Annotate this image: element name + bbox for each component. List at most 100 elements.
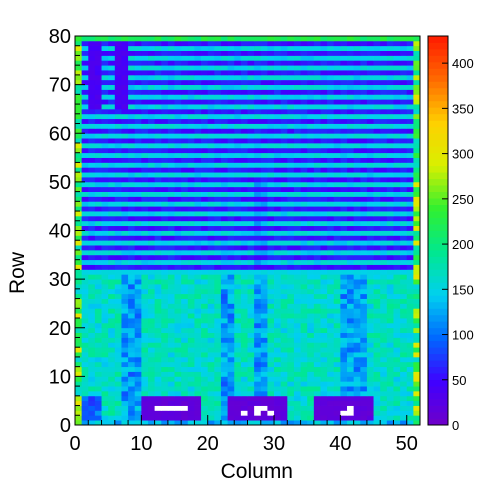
heatmap-cell: [274, 177, 282, 183]
heatmap-cell: [393, 390, 401, 397]
heatmap-cell: [161, 99, 169, 105]
heatmap-cell: [247, 196, 255, 202]
heatmap-cell: [114, 84, 122, 90]
heatmap-cell: [194, 108, 202, 115]
heatmap-cell: [187, 269, 195, 275]
heatmap-cell: [347, 274, 355, 280]
heatmap-cell: [174, 235, 182, 241]
heatmap-cell: [167, 191, 175, 197]
heatmap-cell: [320, 264, 328, 270]
heatmap-cell: [267, 201, 275, 207]
heatmap-cell: [267, 45, 275, 51]
heatmap-cell: [174, 240, 182, 246]
heatmap-cell: [187, 196, 195, 202]
heatmap-cell: [234, 74, 242, 81]
heatmap-cell: [300, 337, 308, 343]
heatmap-cell: [247, 147, 255, 154]
heatmap-cell: [267, 342, 275, 348]
heatmap-cell: [187, 79, 195, 86]
heatmap-cell: [300, 152, 308, 158]
heatmap-cell: [121, 201, 129, 207]
heatmap-cell: [260, 327, 268, 334]
heatmap-cell: [366, 99, 374, 105]
heatmap-cell: [247, 386, 255, 392]
heatmap-cell: [347, 313, 355, 319]
colorbar-swatch: [428, 373, 448, 381]
heatmap-cell: [247, 211, 255, 217]
heatmap-cell: [406, 352, 414, 358]
heatmap-cell: [220, 274, 228, 280]
heatmap-cell: [247, 84, 255, 90]
heatmap-cell: [307, 94, 315, 100]
heatmap-cell: [128, 186, 136, 192]
heatmap-cell: [313, 99, 321, 105]
heatmap-cell: [353, 240, 361, 246]
heatmap-cell: [254, 361, 262, 368]
heatmap-cell: [347, 60, 355, 66]
heatmap-cell: [201, 201, 209, 207]
heatmap-cell: [227, 245, 235, 251]
heatmap-cell: [287, 181, 295, 188]
heatmap-cell: [274, 322, 282, 329]
heatmap-cell: [134, 415, 142, 421]
heatmap-cell: [267, 142, 275, 149]
heatmap-cell: [167, 138, 175, 144]
heatmap-cell: [366, 381, 374, 387]
heatmap-cell: [327, 45, 335, 51]
heatmap-cell: [327, 50, 335, 56]
heatmap-cell: [366, 269, 374, 275]
colorbar-swatch: [428, 262, 448, 270]
heatmap-cell: [75, 293, 83, 299]
heatmap-cell: [220, 352, 228, 358]
heatmap-cell: [220, 283, 228, 290]
heatmap-cell: [227, 215, 235, 222]
heatmap-cell: [181, 332, 189, 338]
heatmap-cell: [247, 55, 255, 61]
heatmap-cell: [141, 172, 149, 178]
heatmap-cell: [366, 196, 374, 202]
heatmap-cell: [386, 201, 394, 207]
heatmap-cell: [293, 220, 301, 227]
heatmap-cell: [161, 84, 169, 90]
heatmap-cell: [413, 74, 421, 81]
heatmap-cell: [380, 361, 388, 368]
heatmap-cell: [413, 201, 421, 207]
colorbar-swatch: [428, 100, 448, 108]
colorbar-swatch: [428, 48, 448, 56]
heatmap-cell: [121, 245, 129, 251]
heatmap-cell: [141, 332, 149, 338]
heatmap-cell: [267, 152, 275, 158]
heatmap-cell: [267, 60, 275, 66]
heatmap-cell: [134, 191, 142, 197]
heatmap-cell: [386, 400, 394, 406]
heatmap-cell: [121, 118, 129, 124]
heatmap-cell: [287, 138, 295, 144]
heatmap-cell: [121, 60, 129, 66]
heatmap-cell: [373, 298, 381, 304]
heatmap-cell: [280, 201, 288, 207]
heatmap-cell: [207, 366, 215, 372]
heatmap-cell: [287, 55, 295, 61]
heatmap-cell: [287, 104, 295, 110]
heatmap-cell: [327, 177, 335, 183]
heatmap-cell: [201, 225, 209, 231]
heatmap-cell: [260, 366, 268, 372]
heatmap-cell: [114, 361, 122, 368]
heatmap-cell: [400, 50, 408, 56]
heatmap-cell: [220, 254, 228, 261]
heatmap-cell: [353, 269, 361, 275]
heatmap-cell: [307, 108, 315, 115]
heatmap-cell: [101, 50, 109, 56]
heatmap-cell: [307, 259, 315, 265]
heatmap-cell: [380, 347, 388, 353]
heatmap-cell: [280, 128, 288, 134]
heatmap-cell: [347, 410, 355, 416]
heatmap-cell: [327, 152, 335, 158]
heatmap-cell: [333, 395, 341, 402]
heatmap-cell: [128, 327, 136, 334]
heatmap-cell: [75, 84, 83, 90]
colorbar-swatch: [428, 139, 448, 147]
heatmap-cell: [240, 288, 248, 295]
heatmap-cell: [240, 220, 248, 227]
heatmap-cell: [101, 196, 109, 202]
